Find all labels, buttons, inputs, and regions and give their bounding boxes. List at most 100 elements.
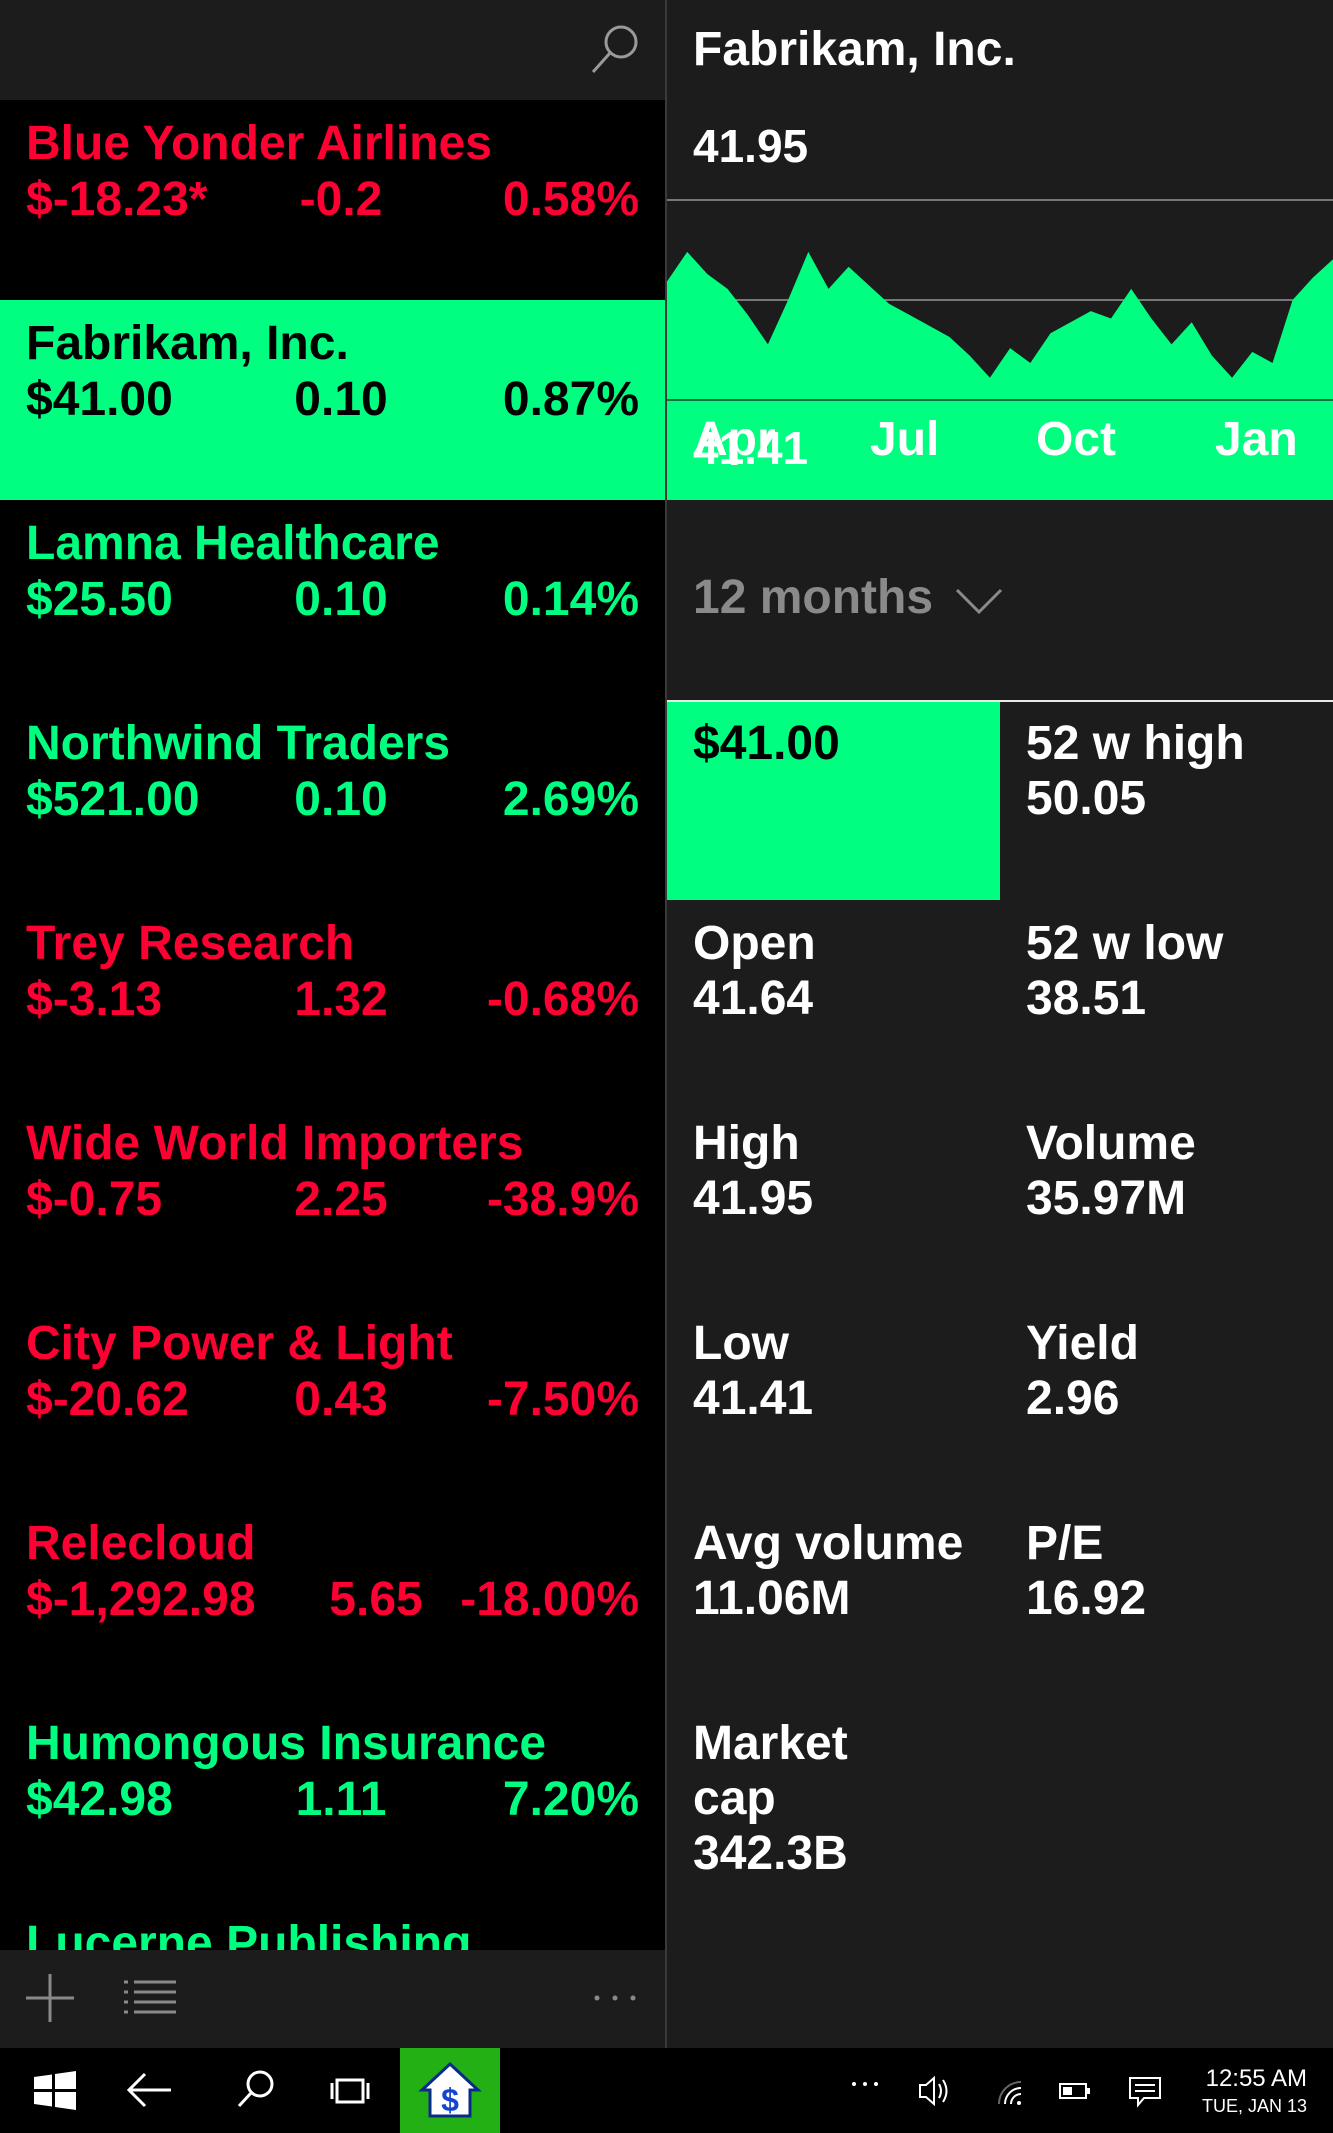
stat-value: 342.3B	[693, 1827, 848, 1880]
stock-change: 1.11	[295, 1773, 387, 1826]
taskbar-search-button[interactable]	[220, 2048, 290, 2133]
stock-quote: $-1,292.98 5.65 -18.00%	[26, 1572, 639, 1628]
clock-time: 12:55 AM	[1205, 2065, 1307, 2092]
stock-percent: 0.87%	[502, 373, 639, 426]
stat-value: 2.96	[1026, 1372, 1120, 1425]
month-label: Jan	[1215, 413, 1298, 466]
task-view-button[interactable]	[315, 2048, 385, 2133]
stat-label: 52 w low	[1026, 917, 1224, 970]
stock-quote: $-0.75 2.25 -38.9%	[26, 1172, 639, 1228]
stat-label: Avg volume	[693, 1517, 964, 1570]
stock-change: 2.25	[294, 1173, 388, 1226]
list-view-button[interactable]	[120, 1968, 180, 2028]
clock[interactable]: 12:55 AM TUE, JAN 13	[1202, 2064, 1307, 2118]
back-button[interactable]	[115, 2048, 185, 2133]
stocks-app-taskbar-button[interactable]: $	[400, 2048, 500, 2133]
stock-change: 0.10	[294, 373, 388, 426]
back-arrow-icon	[126, 2072, 171, 2108]
stock-row[interactable]: Wide World Importers $-0.75 2.25 -38.9%	[0, 1100, 665, 1300]
stock-name: City Power & Light	[26, 1317, 453, 1370]
stat-pe: P/E 16.92	[1000, 1502, 1333, 1626]
stock-row[interactable]: Humongous Insurance $42.98 1.11 7.20%	[0, 1700, 665, 1900]
stock-percent: -18.00%	[460, 1573, 639, 1626]
task-view-icon	[330, 2078, 370, 2104]
ellipsis-icon	[594, 1995, 636, 2001]
add-button[interactable]	[20, 1968, 80, 2028]
range-value: 12 months	[693, 571, 934, 624]
chart-high-label: 41.95	[693, 120, 809, 172]
stock-percent: 2.69%	[502, 773, 639, 826]
detail-pane: Fabrikam, Inc. 41.95 41.41 Apr Jul Oct J…	[667, 0, 1333, 2048]
stock-name: Blue Yonder Airlines	[26, 117, 492, 170]
stat-label: P/E	[1026, 1517, 1104, 1570]
stock-quote: $-20.62 0.43 -7.50%	[26, 1372, 639, 1428]
stat-label: Low	[693, 1317, 789, 1370]
stock-row[interactable]: Trey Research $-3.13 1.32 -0.68%	[0, 900, 665, 1100]
stat-52w-low: 52 w low 38.51	[1000, 902, 1333, 1026]
stock-row[interactable]: Northwind Traders $521.00 0.10 2.69%	[0, 700, 665, 900]
stat-value: 38.51	[1026, 972, 1147, 1025]
stock-quote: $41.00 0.10 0.87%	[26, 372, 639, 428]
stat-label: High	[693, 1117, 800, 1170]
stat-avg-volume: Avg volume 11.06M	[667, 1502, 967, 1626]
search-icon	[237, 2070, 274, 2108]
stock-price: $521.00	[26, 773, 200, 826]
current-price: $41.00	[693, 717, 840, 770]
volume-icon	[919, 2075, 948, 2107]
watchlist-pane: Blue Yonder Airlines $-18.23* -0.2 0.58% Fab…	[0, 0, 665, 2048]
stock-row[interactable]: Blue Yonder Airlines $-18.23* -0.2 0.58%	[0, 100, 665, 300]
overflow-icon	[852, 2082, 878, 2086]
stat-label: Open	[693, 917, 816, 970]
stock-percent: 0.14%	[502, 573, 639, 626]
windows-logo-icon	[34, 2071, 76, 2110]
stock-quote: $521.00 0.10 2.69%	[26, 772, 639, 828]
stock-price: $-18.23*	[26, 173, 208, 226]
search-button[interactable]	[585, 20, 645, 80]
stat-value: 50.05	[1026, 772, 1147, 825]
stock-name: Humongous Insurance	[26, 1717, 547, 1770]
clock-date: TUE, JAN 13	[1201, 2096, 1307, 2116]
stock-price: $-3.13	[26, 973, 163, 1026]
taskbar: $ 12:55	[0, 2048, 1333, 2133]
stock-name: Relecloud	[26, 1517, 256, 1570]
stock-price: $41.00	[26, 373, 173, 426]
more-button[interactable]	[585, 1968, 645, 2028]
stock-name: Lamna Healthcare	[26, 517, 440, 570]
stat-label: 52 w high	[1026, 717, 1245, 770]
stock-name: Lucerne Publishing	[26, 1917, 472, 1950]
wifi-icon	[998, 2081, 1022, 2105]
stock-price: $42.98	[26, 1773, 173, 1826]
price-area	[667, 251, 1333, 500]
stat-open: Open 41.64	[667, 902, 1000, 1026]
action-center-button[interactable]	[1120, 2048, 1170, 2133]
stock-name: Fabrikam, Inc.	[26, 317, 349, 370]
stock-row[interactable]: Lucerne Publishing	[0, 1900, 665, 1950]
volume-button[interactable]	[910, 2048, 960, 2133]
month-label: Jul	[870, 413, 940, 466]
stat-value: 11.06M	[693, 1572, 851, 1625]
range-dropdown[interactable]: 12 months	[693, 568, 1004, 632]
stock-row[interactable]: Fabrikam, Inc. $41.00 0.10 0.87%	[0, 300, 665, 500]
show-hidden-icons-button[interactable]	[840, 2048, 890, 2133]
action-center-icon	[1129, 2077, 1161, 2108]
stat-label: Yield	[1026, 1317, 1139, 1370]
start-button[interactable]	[20, 2048, 90, 2133]
detail-title: Fabrikam, Inc.	[693, 23, 1016, 76]
month-label: Oct	[1036, 413, 1117, 466]
stock-row[interactable]: Lamna Healthcare $25.50 0.10 0.14%	[0, 500, 665, 700]
stock-row[interactable]: City Power & Light $-20.62 0.43 -7.50%	[0, 1300, 665, 1500]
battery-icon	[1059, 2083, 1090, 2099]
stat-label: Volume	[1026, 1117, 1196, 1170]
network-button[interactable]	[985, 2048, 1035, 2133]
stock-price: $-0.75	[26, 1173, 163, 1226]
stat-market-cap: Market cap 342.3B	[667, 1702, 907, 1881]
stock-row[interactable]: Relecloud $-1,292.98 5.65 -18.00%	[0, 1500, 665, 1700]
stock-change: 5.65	[329, 1573, 423, 1626]
battery-button[interactable]	[1050, 2048, 1100, 2133]
stat-52w-high: 52 w high 50.05	[1000, 702, 1333, 826]
stock-quote: $-18.23* -0.2 0.58%	[26, 172, 639, 228]
stat-value: 16.92	[1026, 1572, 1147, 1625]
stat-value: 41.64	[693, 972, 814, 1025]
svg-text:$: $	[441, 2082, 459, 2118]
price-chart[interactable]: 41.95 41.41	[667, 100, 1333, 500]
